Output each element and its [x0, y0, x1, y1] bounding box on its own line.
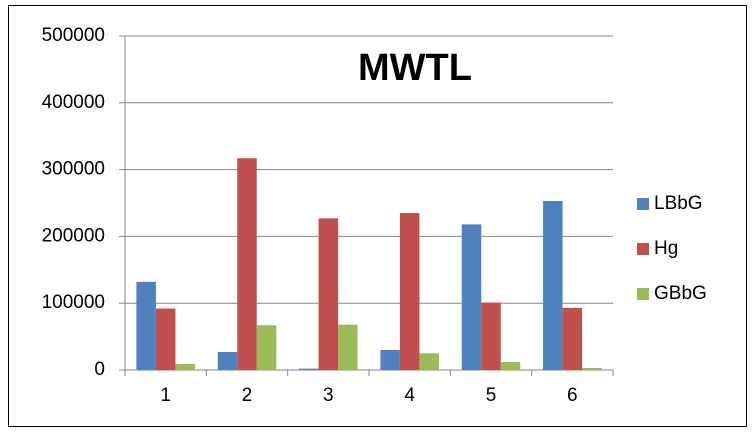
legend-swatch [637, 288, 649, 300]
bar [136, 281, 156, 370]
y-tick-label: 500000 [42, 25, 105, 46]
bar [481, 302, 501, 370]
legend-label: GBbG [654, 283, 707, 304]
y-tick-label: 400000 [42, 92, 105, 113]
bar [461, 224, 482, 370]
chart-title: MWTL [358, 47, 472, 89]
x-tick-label: 1 [160, 385, 171, 406]
bar [419, 353, 439, 370]
bar [399, 213, 420, 370]
x-tick-label: 4 [404, 385, 415, 406]
bar [237, 158, 257, 370]
chart-frame [8, 5, 747, 427]
bar [500, 361, 521, 370]
bar [543, 200, 563, 370]
legend-swatch [637, 243, 649, 255]
bar [256, 325, 277, 370]
bar [155, 308, 176, 370]
bar [217, 351, 238, 370]
bar [318, 218, 339, 370]
legend-label: LBbG [654, 193, 703, 214]
x-tick-label: 3 [323, 385, 334, 406]
y-tick-label: 200000 [42, 225, 105, 246]
bar [380, 349, 400, 370]
y-tick-label: 100000 [42, 292, 105, 313]
y-tick-label: 300000 [42, 159, 105, 180]
bar [562, 307, 583, 370]
bar [175, 363, 195, 370]
legend-label: Hg [654, 238, 678, 259]
bar [338, 324, 358, 370]
bar [299, 368, 319, 370]
bar [582, 367, 602, 370]
y-tick-label: 0 [94, 359, 105, 380]
x-tick-label: 6 [567, 385, 578, 406]
x-tick-label: 2 [242, 385, 253, 406]
legend-swatch [637, 198, 649, 210]
x-tick-label: 5 [486, 385, 497, 406]
